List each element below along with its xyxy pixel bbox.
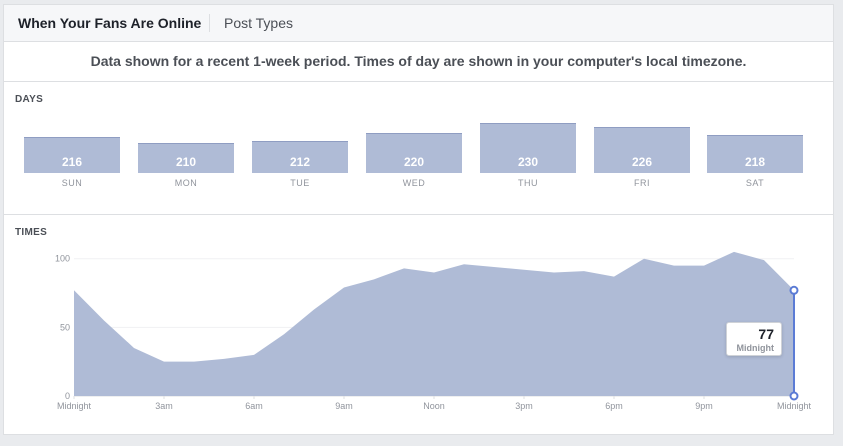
y-tick-label: 100 <box>55 254 70 264</box>
day-column-mon[interactable]: 210 MON <box>138 105 234 195</box>
day-bar-label: THU <box>518 178 538 188</box>
day-bar-fri: 226 <box>594 127 690 173</box>
day-bar-value: 226 <box>631 155 653 169</box>
x-tick-label: Midnight <box>57 401 92 411</box>
day-bar-tue: 212 <box>252 141 348 173</box>
highlight-base-point[interactable] <box>789 391 799 401</box>
x-tick-label: 3am <box>155 401 173 411</box>
day-bar-label: TUE <box>290 178 310 188</box>
day-column-wed[interactable]: 220 WED <box>366 105 462 195</box>
timezone-notice-text: Data shown for a recent 1-week period. T… <box>90 53 747 69</box>
y-tick-label: 50 <box>60 322 70 332</box>
days-section-label: DAYS <box>15 94 44 105</box>
tooltip-value: 77 <box>758 326 774 343</box>
day-bar-thu: 230 <box>480 123 576 173</box>
day-bar-label: SAT <box>745 178 765 188</box>
day-bar-value: 220 <box>403 155 425 169</box>
day-bar-label: SUN <box>61 178 83 188</box>
days-bar-chart: 216 SUN 210 MON 212 TUE 220 WED 230 THU 226 FRI 218 S… <box>4 105 835 195</box>
tab-divider <box>209 14 210 32</box>
day-bar-mon: 210 <box>138 143 234 173</box>
day-bar-sun: 216 <box>24 137 120 173</box>
tab-when-fans-online[interactable]: When Your Fans Are Online <box>18 15 202 31</box>
day-bar-label: FRI <box>634 178 650 188</box>
day-column-sat[interactable]: 218 SAT <box>707 105 803 195</box>
insights-panel: When Your Fans Are Online Post Types Dat… <box>3 4 834 435</box>
tab-post-types[interactable]: Post Types <box>224 15 294 31</box>
x-tick-label: Midnight <box>777 401 812 411</box>
day-bar-value: 230 <box>517 155 539 169</box>
day-bar-value: 216 <box>61 155 83 169</box>
day-bar-value: 218 <box>744 155 766 169</box>
x-tick-label: 9am <box>335 401 353 411</box>
x-tick-label: 6am <box>245 401 263 411</box>
day-bar-label: MON <box>174 178 198 188</box>
day-bar-value: 212 <box>289 155 311 169</box>
day-column-sun[interactable]: 216 SUN <box>24 105 120 195</box>
times-area-svg: 0 50 100 Midnight 3am 6am 9am Noon 3pm 6pm 9pm Midn… <box>55 251 812 411</box>
x-tick-label: Noon <box>423 401 445 411</box>
tooltip-label: Midnight <box>736 343 775 354</box>
day-bar-label: WED <box>402 178 426 188</box>
day-bar-sat: 218 <box>707 135 803 173</box>
times-area-series <box>74 251 794 396</box>
x-tick-label: 6pm <box>605 401 623 411</box>
day-bar-wed: 220 <box>366 133 462 173</box>
value-tooltip: 77 Midnight <box>726 322 782 357</box>
day-bar-value: 210 <box>175 155 197 169</box>
times-section-label: TIMES <box>15 227 48 238</box>
x-tick-label: 3pm <box>515 401 533 411</box>
day-column-tue[interactable]: 212 TUE <box>252 105 348 195</box>
tab-bar: When Your Fans Are Online Post Types <box>4 5 833 42</box>
times-area-chart: 0 50 100 Midnight 3am 6am 9am Noon 3pm 6pm 9pm Midn… <box>4 235 835 435</box>
highlight-point[interactable] <box>789 285 799 295</box>
y-tick-label: 0 <box>65 391 70 401</box>
day-column-fri[interactable]: 226 FRI <box>594 105 690 195</box>
timezone-notice: Data shown for a recent 1-week period. T… <box>4 42 833 82</box>
day-column-thu[interactable]: 230 THU <box>480 105 576 195</box>
x-tick-label: 9pm <box>695 401 713 411</box>
section-divider <box>4 214 833 215</box>
